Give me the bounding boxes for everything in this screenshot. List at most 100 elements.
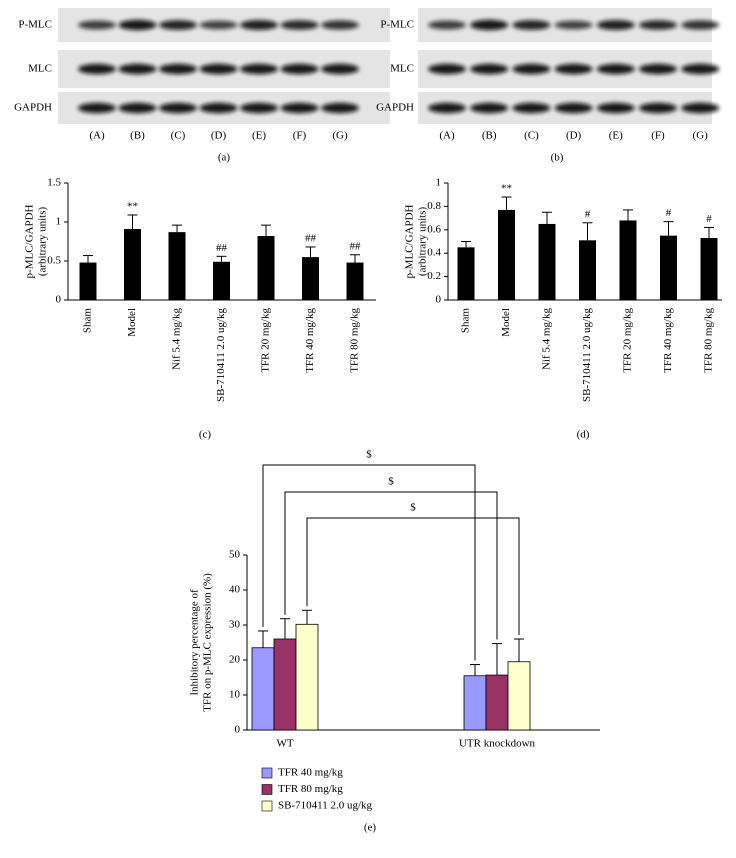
lane-label: (B) <box>482 130 497 142</box>
significance-mark: # <box>666 207 672 219</box>
y-axis-label: p-MLC/GAPDH <box>404 204 416 278</box>
blot-band <box>159 63 197 75</box>
lane-label: (E) <box>252 130 266 142</box>
significance-mark: ## <box>305 232 317 244</box>
blot-band <box>321 63 359 75</box>
blot-band <box>240 102 278 114</box>
blot-band <box>639 102 677 114</box>
blot-band <box>512 63 551 75</box>
blot-band <box>596 20 635 30</box>
x-tick-label: Nif 5.4 mg/kg <box>171 308 183 371</box>
y-axis-label: Inhibitory percentage of <box>189 589 201 696</box>
significance-mark: # <box>585 208 591 220</box>
bar <box>538 223 556 300</box>
blot-band <box>554 20 593 30</box>
y-tick-label: 0 <box>235 724 241 736</box>
x-tick-label: TFR 40 mg/kg <box>662 308 674 373</box>
blot-band <box>554 102 593 114</box>
lane-label: (C) <box>171 130 186 142</box>
blot-band <box>240 63 278 75</box>
panel-caption: (e) <box>364 822 377 834</box>
x-tick-label: WT <box>276 738 293 750</box>
panel-caption: (b) <box>551 152 564 164</box>
x-tick-label: UTR knockdown <box>459 738 536 750</box>
blot-band <box>78 63 116 75</box>
blot-band <box>470 63 509 75</box>
blot-band <box>596 102 635 114</box>
legend-label: SB-710411 2.0 ug/kg <box>278 800 373 812</box>
blot-band <box>428 102 466 114</box>
y-tick-label: 50 <box>229 549 241 561</box>
bar <box>124 229 141 300</box>
blot-band <box>280 63 319 75</box>
y-tick-label: 0.5 <box>47 255 61 267</box>
blot-band <box>78 102 116 114</box>
bar <box>507 661 531 731</box>
x-tick-label: Nif 5.4 mg/kg <box>541 308 553 371</box>
y-tick-label: 0.4 <box>427 247 441 259</box>
y-axis-label: TFR on p-MLC expression (%) <box>202 573 214 712</box>
x-tick-label: TFR 80 mg/kg <box>703 308 715 373</box>
blot-band <box>280 20 319 30</box>
blot-band <box>470 102 509 114</box>
blot-band <box>428 63 466 75</box>
bar <box>346 262 364 300</box>
lane-label: (C) <box>524 130 539 142</box>
blot-band <box>118 102 157 114</box>
panel-caption: (d) <box>577 429 590 441</box>
significance-label: $ <box>366 449 372 461</box>
y-tick-label: 0.2 <box>427 270 441 282</box>
significance-mark: ## <box>350 240 362 252</box>
lane-label: (G) <box>693 130 709 142</box>
x-tick-label: TFR 20 mg/kg <box>260 308 272 373</box>
blot-band <box>470 19 509 31</box>
blot-band <box>199 102 238 114</box>
lane-label: (D) <box>211 130 227 142</box>
y-tick-label: 0 <box>56 294 62 306</box>
y-axis-label: (arbitrary units) <box>417 206 429 276</box>
y-tick-label: 40 <box>229 584 241 596</box>
blot-row-label: MLC <box>390 63 414 75</box>
bar <box>463 675 487 731</box>
bar <box>619 220 637 300</box>
blot-row-label: GAPDH <box>14 102 52 114</box>
blot-band <box>78 20 116 30</box>
y-axis-label: (arbitrary units) <box>37 206 49 276</box>
blot-row-label: P-MLC <box>18 19 52 31</box>
legend-swatch <box>261 800 273 812</box>
blot-band <box>199 20 238 30</box>
x-tick-label: SB-710411 2.0 ug/kg <box>215 308 227 403</box>
lane-label: (F) <box>293 130 307 142</box>
significance-bracket <box>284 491 498 640</box>
blot-band <box>118 19 157 31</box>
x-tick-label: Model <box>126 308 138 337</box>
panel-caption: (c) <box>199 429 212 441</box>
bar <box>700 237 718 300</box>
blot-band <box>512 102 551 114</box>
lane-label: (E) <box>609 130 623 142</box>
bar <box>168 232 186 300</box>
significance-mark: ## <box>216 242 228 254</box>
blot-band <box>639 63 677 75</box>
bar <box>273 638 297 731</box>
y-tick-label: 0.8 <box>427 200 441 212</box>
panel-caption: (a) <box>218 152 231 164</box>
blot-row-label: P-MLC <box>380 19 414 31</box>
x-tick-label: TFR 40 mg/kg <box>304 308 316 373</box>
significance-label: $ <box>388 476 394 488</box>
bar <box>660 235 677 300</box>
y-tick-label: 0.6 <box>427 223 441 235</box>
bar <box>79 262 97 300</box>
legend-swatch <box>261 784 273 795</box>
significance-mark: ** <box>501 183 512 195</box>
bar <box>213 261 230 300</box>
legend-label: TFR 80 mg/kg <box>278 783 343 795</box>
blot-band <box>681 63 720 75</box>
significance-bracket <box>306 517 520 635</box>
blot-band <box>159 102 197 114</box>
lane-label: (A) <box>89 130 105 142</box>
blot-band <box>321 20 359 30</box>
legend-label: TFR 40 mg/kg <box>278 767 343 779</box>
y-tick-label: 0 <box>436 294 442 306</box>
